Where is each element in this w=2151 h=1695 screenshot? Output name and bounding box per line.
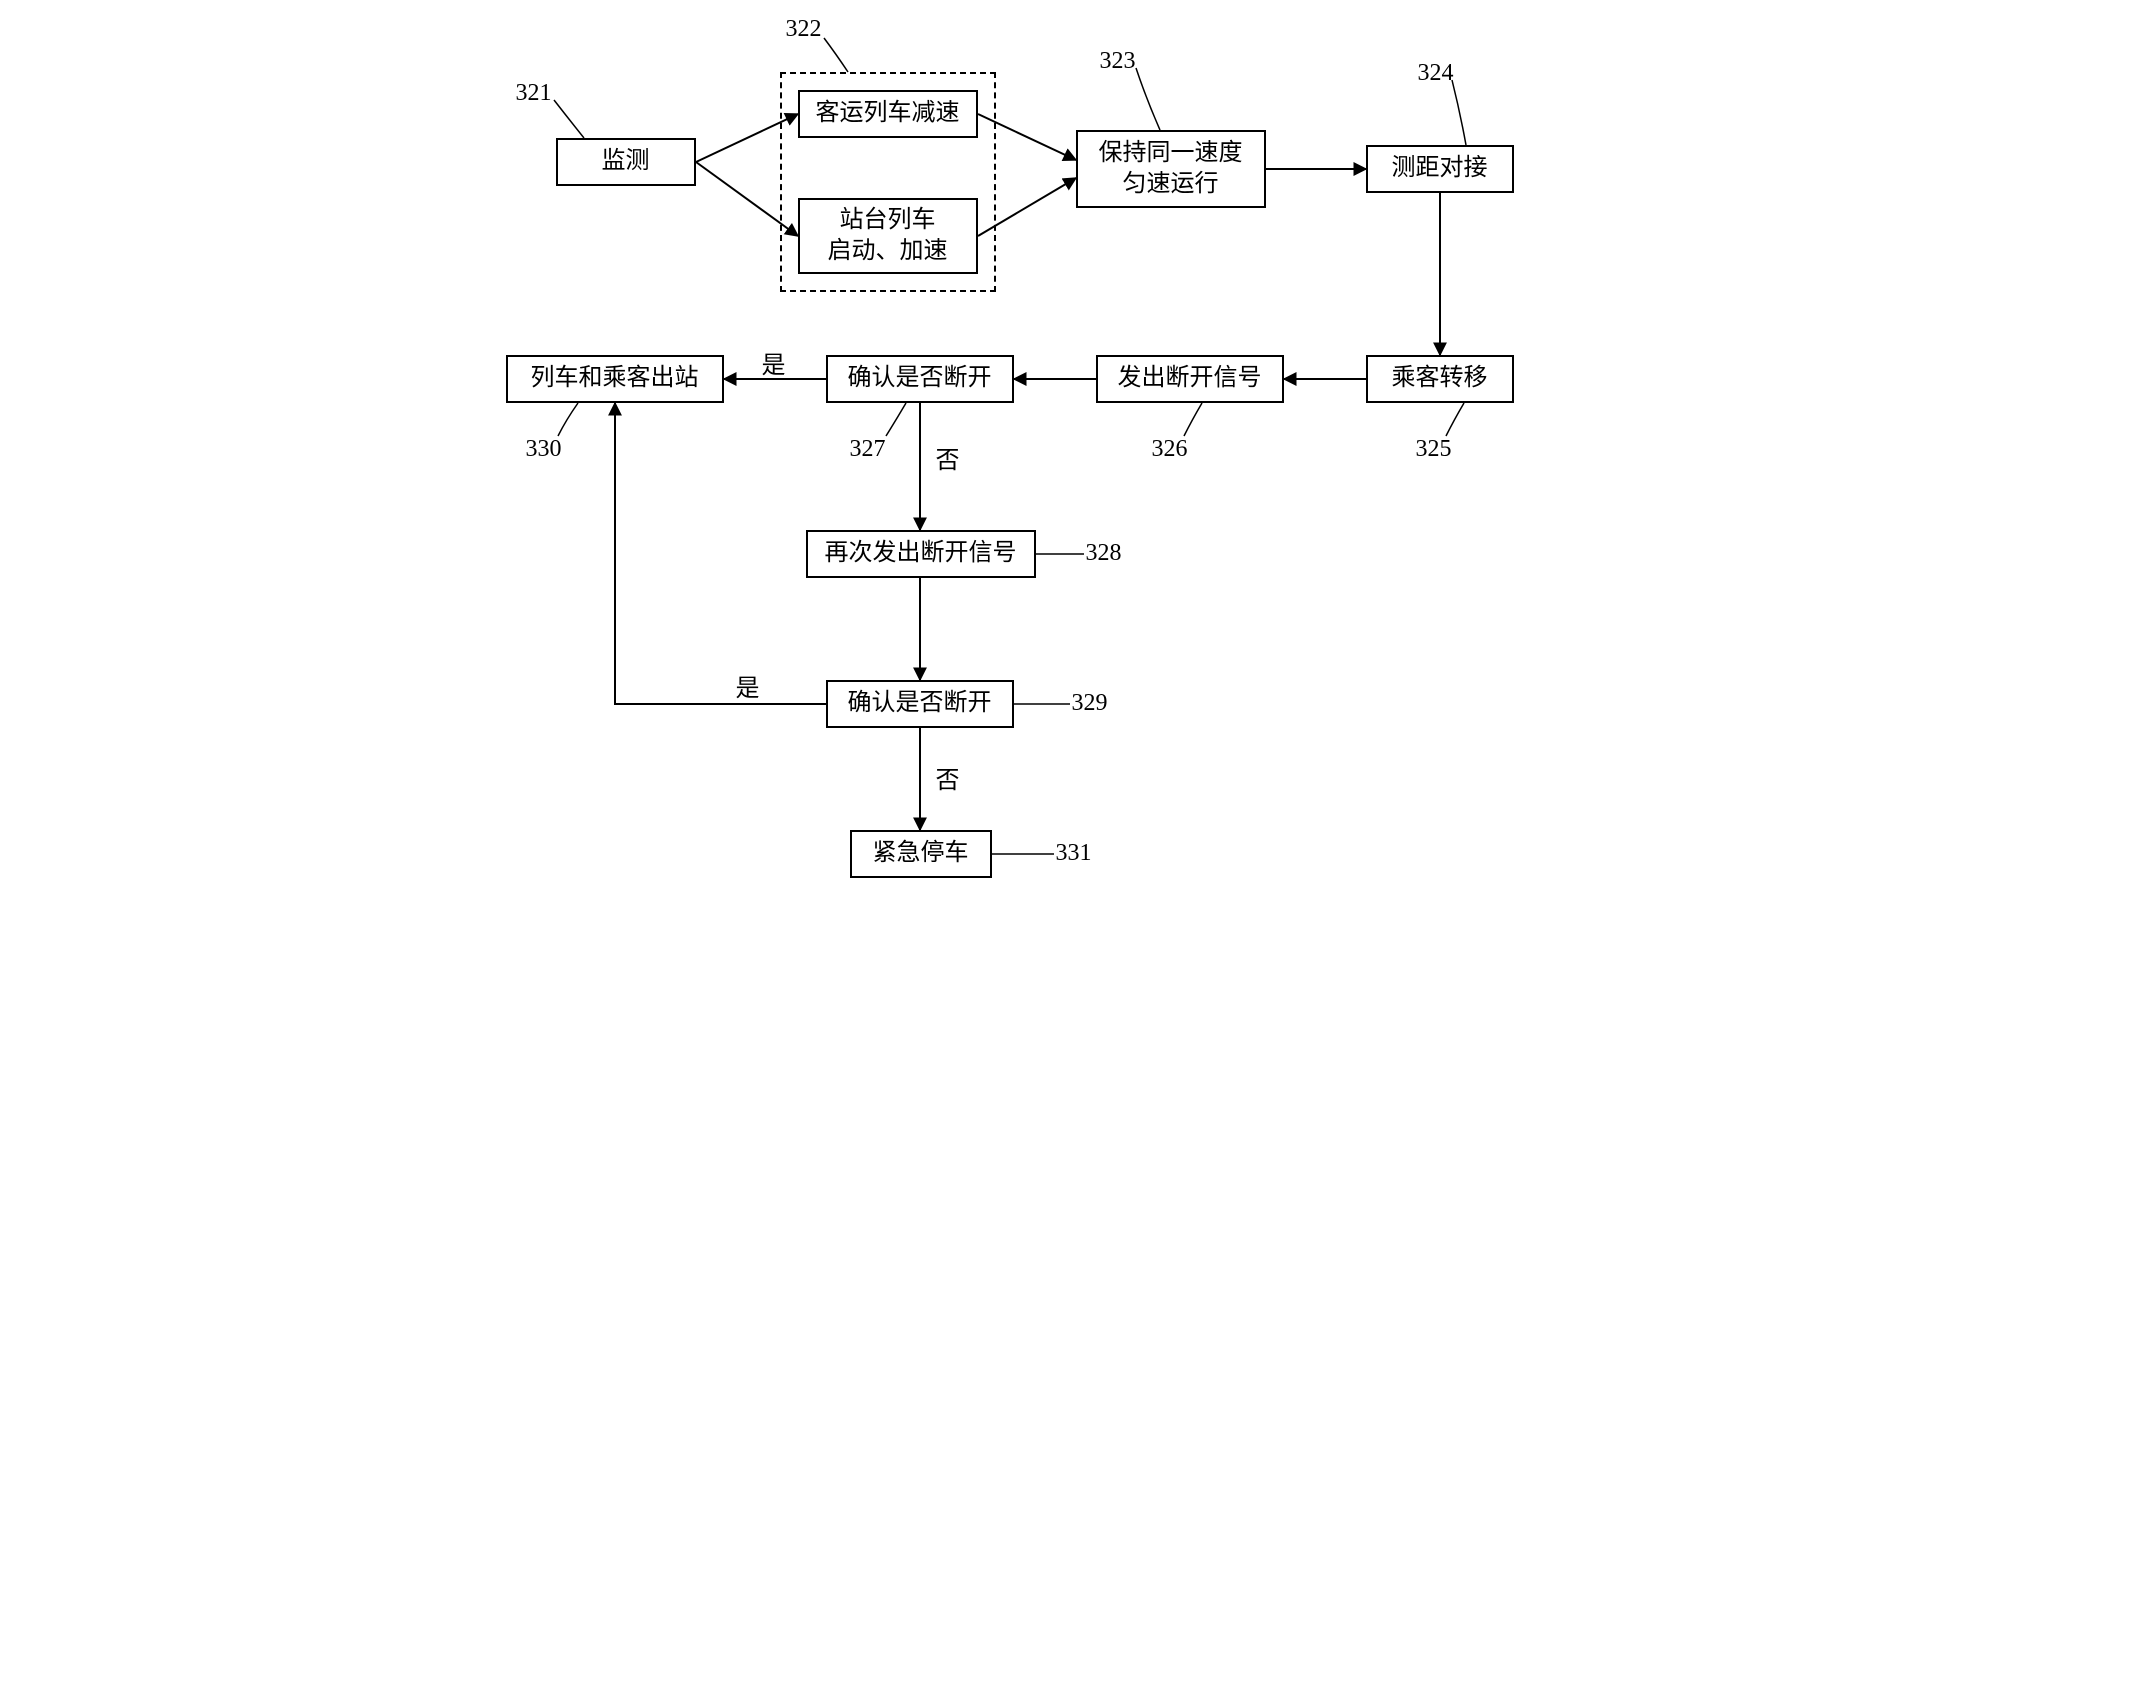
node-331: 紧急停车 bbox=[850, 830, 992, 878]
ref-326: 326 bbox=[1152, 436, 1188, 463]
node-label: 确认是否断开 bbox=[848, 363, 992, 394]
edge-label-no-1: 否 bbox=[936, 440, 960, 475]
node-330: 列车和乘客出站 bbox=[506, 355, 724, 403]
node-label: 发出断开信号 bbox=[1118, 363, 1262, 394]
node-label: 列车和乘客出站 bbox=[531, 363, 699, 394]
node-322a: 客运列车减速 bbox=[798, 90, 978, 138]
node-label: 确认是否断开 bbox=[848, 688, 992, 719]
node-328: 再次发出断开信号 bbox=[806, 530, 1036, 578]
flowchart-canvas: 监测 客运列车减速 站台列车 启动、加速 保持同一速度 匀速运行 测距对接 乘客… bbox=[436, 0, 1716, 1000]
ref-327: 327 bbox=[850, 436, 886, 463]
node-329: 确认是否断开 bbox=[826, 680, 1014, 728]
node-label: 测距对接 bbox=[1392, 153, 1488, 184]
node-label: 监测 bbox=[602, 146, 650, 177]
node-327: 确认是否断开 bbox=[826, 355, 1014, 403]
node-label: 紧急停车 bbox=[873, 838, 969, 869]
node-324: 测距对接 bbox=[1366, 145, 1514, 193]
ref-328: 328 bbox=[1086, 540, 1122, 567]
node-321: 监测 bbox=[556, 138, 696, 186]
ref-323: 323 bbox=[1100, 48, 1136, 75]
node-323: 保持同一速度 匀速运行 bbox=[1076, 130, 1266, 208]
ref-329: 329 bbox=[1072, 690, 1108, 717]
node-322b: 站台列车 启动、加速 bbox=[798, 198, 978, 274]
node-325: 乘客转移 bbox=[1366, 355, 1514, 403]
ref-331: 331 bbox=[1056, 840, 1092, 867]
node-label: 乘客转移 bbox=[1392, 363, 1488, 394]
node-label: 客运列车减速 bbox=[816, 98, 960, 129]
node-label: 站台列车 启动、加速 bbox=[828, 205, 948, 267]
ref-330: 330 bbox=[526, 436, 562, 463]
ref-322: 322 bbox=[786, 16, 822, 43]
edge-label-yes-1: 是 bbox=[762, 345, 786, 380]
node-326: 发出断开信号 bbox=[1096, 355, 1284, 403]
node-label: 再次发出断开信号 bbox=[825, 538, 1017, 569]
node-label: 保持同一速度 匀速运行 bbox=[1099, 138, 1243, 200]
ref-324: 324 bbox=[1418, 60, 1454, 87]
edge-label-yes-2: 是 bbox=[736, 668, 760, 703]
ref-325: 325 bbox=[1416, 436, 1452, 463]
edge-label-no-2: 否 bbox=[936, 760, 960, 795]
ref-321: 321 bbox=[516, 80, 552, 107]
